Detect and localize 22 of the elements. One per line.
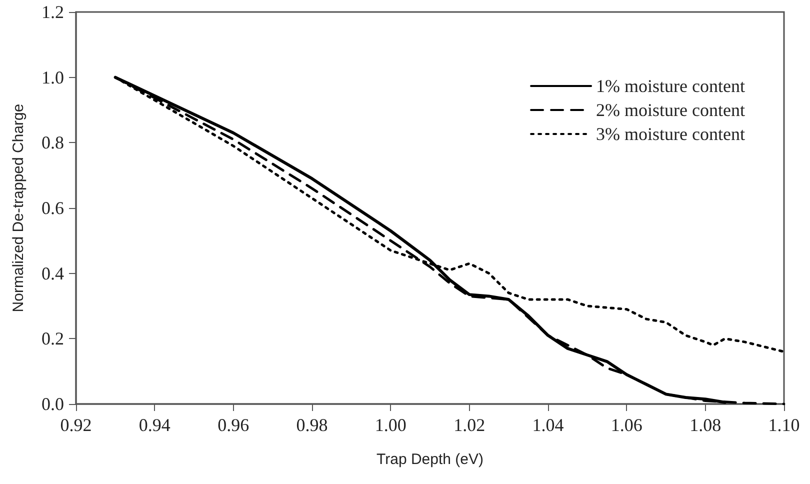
x-axis-title: Trap Depth (eV): [376, 451, 484, 468]
y-tick-label: 0.2: [42, 328, 64, 349]
x-tick-label: 1.00: [374, 415, 406, 435]
x-tick-label: 1.08: [690, 415, 722, 435]
y-tick-label: 0.8: [42, 132, 64, 153]
y-tick-label: 0.4: [42, 263, 64, 284]
y-tick-label: 1.0: [42, 67, 64, 88]
legend-label: 3% moisture content: [596, 124, 746, 144]
x-tick-label: 1.04: [532, 415, 564, 435]
x-tick-label: 0.98: [296, 415, 328, 435]
legend-label: 1% moisture content: [596, 76, 746, 96]
x-tick-label: 0.92: [60, 415, 92, 435]
y-axis-title: Normalized De-trapped Charge: [10, 104, 27, 312]
y-tick-label: 0.6: [42, 198, 64, 218]
x-tick-label: 1.10: [768, 415, 800, 435]
x-tick-label: 1.06: [610, 415, 642, 435]
y-tick-label: 0.0: [42, 394, 64, 414]
x-tick-label: 1.02: [454, 415, 486, 435]
x-tick-label: 0.94: [138, 415, 170, 435]
y-tick-label: 1.2: [42, 2, 64, 22]
legend-label: 2% moisture content: [596, 100, 746, 120]
x-tick-label: 0.96: [218, 415, 250, 435]
